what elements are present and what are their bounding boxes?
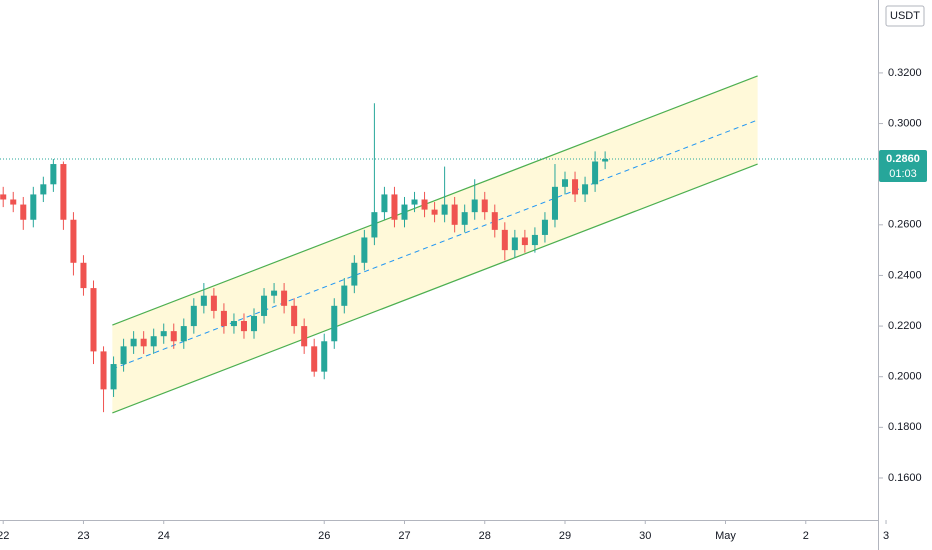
candle-body bbox=[521, 237, 528, 246]
candle-body bbox=[331, 305, 338, 342]
candle-body bbox=[561, 179, 569, 187]
candle-body bbox=[160, 331, 167, 337]
candle-body bbox=[150, 336, 157, 347]
x-tick-label: 22 bbox=[0, 530, 9, 542]
candle-body bbox=[541, 219, 548, 235]
candle-body bbox=[20, 204, 27, 220]
candle-body bbox=[261, 295, 268, 316]
last-price-label: 0.2860 bbox=[886, 153, 920, 165]
last-price-box bbox=[879, 149, 927, 182]
candle-body bbox=[321, 341, 328, 372]
candle-body bbox=[441, 204, 448, 215]
y-tick-label: 0.1600 bbox=[888, 472, 922, 484]
candle-body bbox=[291, 305, 298, 327]
channel-middle bbox=[112, 119, 758, 370]
candle-body bbox=[602, 158, 609, 162]
candle-body bbox=[271, 290, 278, 296]
candle-body bbox=[180, 326, 187, 342]
candle-body bbox=[401, 204, 408, 220]
x-tick-label: 24 bbox=[158, 530, 170, 542]
candle-body bbox=[0, 194, 7, 200]
countdown-label: 01:03 bbox=[889, 168, 917, 180]
candle-body bbox=[230, 321, 237, 327]
candle-body bbox=[451, 204, 458, 225]
candle-body bbox=[341, 285, 348, 306]
candle-body bbox=[170, 331, 177, 342]
currency-box[interactable] bbox=[885, 5, 925, 27]
candle-body bbox=[110, 364, 117, 390]
candle-body bbox=[80, 262, 87, 289]
candle-body bbox=[200, 295, 207, 306]
candle-body bbox=[240, 321, 247, 332]
candle-body bbox=[551, 186, 558, 220]
candle-body bbox=[391, 194, 398, 220]
candle-body bbox=[471, 199, 478, 213]
candle-body bbox=[501, 229, 508, 251]
y-tick-label: 0.2000 bbox=[888, 371, 922, 383]
candle-body bbox=[311, 346, 318, 372]
y-tick-label: 0.3200 bbox=[888, 67, 922, 79]
candle-body bbox=[572, 179, 579, 195]
candle-body bbox=[130, 338, 137, 347]
candle-body bbox=[431, 209, 438, 215]
candle-body bbox=[190, 305, 197, 327]
y-tick-label: 0.2400 bbox=[888, 269, 922, 281]
candle-body bbox=[90, 288, 97, 352]
candle-body bbox=[301, 326, 308, 347]
candle-body bbox=[491, 212, 498, 230]
candle-body bbox=[361, 237, 368, 263]
x-tick-label: 23 bbox=[77, 530, 89, 542]
x-tick-label: 29 bbox=[559, 530, 571, 542]
candle-body bbox=[582, 184, 589, 195]
candle-body bbox=[100, 351, 107, 390]
candle-body bbox=[220, 310, 227, 327]
candle-body bbox=[381, 194, 388, 213]
candle-body bbox=[70, 219, 77, 263]
x-tick-label: May bbox=[715, 530, 736, 542]
candle-body bbox=[30, 194, 37, 220]
channel-lower bbox=[112, 163, 758, 414]
currency-label: USDT bbox=[890, 10, 920, 22]
x-tick-label: 27 bbox=[398, 530, 410, 542]
candle-body bbox=[251, 315, 258, 332]
x-tick-label: 3 bbox=[883, 530, 889, 542]
x-tick-label: 30 bbox=[639, 530, 651, 542]
y-tick-label: 0.3000 bbox=[888, 117, 922, 129]
candle-body bbox=[60, 164, 67, 220]
candle-body bbox=[461, 212, 468, 225]
candle-body bbox=[411, 199, 418, 205]
x-tick-label: 26 bbox=[318, 530, 330, 542]
candle-body bbox=[481, 199, 488, 213]
candle-body bbox=[531, 234, 538, 246]
channel-upper bbox=[112, 75, 758, 326]
candle-body bbox=[421, 199, 428, 210]
candle-body bbox=[140, 338, 147, 347]
candle-body bbox=[592, 161, 599, 185]
y-tick-label: 0.1800 bbox=[888, 421, 922, 433]
candle-body bbox=[351, 262, 358, 286]
candle-body bbox=[281, 290, 288, 306]
candle-body bbox=[10, 199, 17, 205]
y-tick-label: 0.2200 bbox=[888, 320, 922, 332]
y-tick-label: 0.2600 bbox=[888, 219, 922, 231]
candle-body bbox=[120, 346, 127, 365]
candle-body bbox=[50, 164, 57, 185]
candle-body bbox=[210, 295, 217, 311]
candle-body bbox=[511, 237, 518, 251]
x-tick-label: 28 bbox=[479, 530, 491, 542]
x-tick-label: 2 bbox=[803, 530, 809, 542]
candle-body bbox=[371, 212, 378, 238]
candle-body bbox=[40, 184, 47, 195]
